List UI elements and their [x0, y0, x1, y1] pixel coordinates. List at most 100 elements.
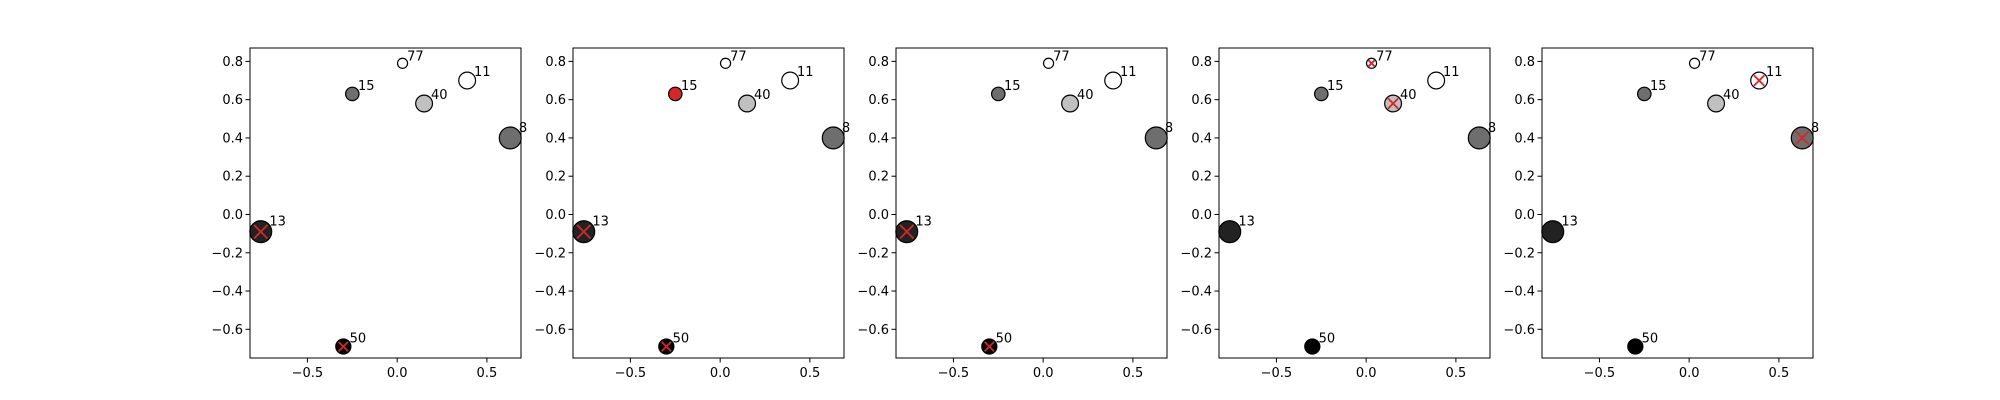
scatter-point-8	[1467, 126, 1491, 150]
y-tick-label: −0.4	[1503, 285, 1535, 300]
y-tick-label: 0.8	[1514, 55, 1535, 70]
scatter-point-40	[1707, 94, 1726, 113]
point-label-13: 13	[269, 215, 286, 230]
scatter-point-11	[458, 71, 477, 90]
point-label-50: 50	[350, 331, 367, 346]
scatter-point-11	[1427, 71, 1446, 90]
scatter-point-15	[344, 86, 360, 102]
x-tick-label: −0.5	[1261, 366, 1293, 381]
y-tick-label: 0.8	[868, 55, 889, 70]
point-label-15: 15	[1327, 79, 1344, 94]
point-label-11: 11	[797, 65, 814, 80]
x-marker-13	[899, 224, 915, 240]
x-tick-label: −0.5	[938, 366, 970, 381]
axes-frame	[1218, 47, 1491, 359]
point-label-40: 40	[1400, 88, 1417, 103]
point-label-77: 77	[407, 50, 424, 65]
point-label-15: 15	[681, 79, 698, 94]
point-label-8: 8	[1488, 121, 1496, 136]
point-label-13: 13	[915, 215, 932, 230]
point-label-77: 77	[730, 50, 747, 65]
scatter-point-77	[719, 57, 732, 69]
y-tick-label: 0.8	[222, 55, 243, 70]
point-label-50: 50	[673, 331, 690, 346]
y-tick-label: 0.2	[1514, 170, 1535, 185]
y-tick-label: 0.2	[868, 170, 889, 185]
point-label-11: 11	[1120, 65, 1137, 80]
scatter-panel-2: −0.5 0.0 0.5 −0.6 −0.4 −0.2 0.0 0.2 0.4 0.6 0.8 77 1…	[534, 47, 850, 381]
scatter-point-8	[498, 126, 522, 150]
x-tick-label: 0.0	[1033, 366, 1054, 381]
scatter-point-77	[1042, 57, 1055, 69]
y-tick-label: 0.6	[222, 93, 243, 108]
point-label-77: 77	[1053, 50, 1070, 65]
y-tick-label: 0.0	[545, 208, 566, 223]
y-tick-label: −0.2	[1180, 246, 1212, 261]
x-tick-label: 0.5	[800, 366, 821, 381]
y-tick-label: −0.6	[211, 323, 243, 338]
y-tick-label: −0.6	[1503, 323, 1535, 338]
point-label-50: 50	[996, 331, 1013, 346]
point-label-77: 77	[1376, 50, 1393, 65]
point-label-13: 13	[592, 215, 609, 230]
scatter-panel-5: −0.5 0.0 0.5 −0.6 −0.4 −0.2 0.0 0.2 0.4 0.6 0.8 77 1…	[1503, 47, 1819, 381]
y-tick-label: 0.4	[545, 131, 566, 146]
scatter-point-8	[1144, 126, 1168, 150]
point-label-40: 40	[1077, 88, 1094, 103]
y-tick-label: −0.6	[1180, 323, 1212, 338]
y-tick-label: 0.8	[545, 55, 566, 70]
axes-frame	[895, 47, 1168, 359]
x-tick-label: 0.0	[1356, 366, 1377, 381]
x-tick-label: 0.0	[387, 366, 408, 381]
y-tick-label: 0.2	[545, 170, 566, 185]
scatter-panel-1: −0.5 0.0 0.5 −0.6 −0.4 −0.2 0.0 0.2 0.4 0.6 0.8 77 1…	[211, 47, 527, 381]
x-tick-label: −0.5	[1584, 366, 1616, 381]
point-label-11: 11	[1766, 65, 1783, 80]
y-tick-label: 0.4	[1191, 131, 1212, 146]
y-tick-label: 0.6	[1191, 93, 1212, 108]
y-tick-label: −0.2	[1503, 246, 1535, 261]
scatter-point-40	[1061, 94, 1080, 113]
point-label-13: 13	[1238, 215, 1255, 230]
y-tick-label: −0.6	[534, 323, 566, 338]
scatter-point-15	[1313, 86, 1329, 102]
x-tick-label: 0.5	[1446, 366, 1467, 381]
x-marker-8	[1794, 130, 1810, 146]
y-tick-label: −0.4	[1180, 285, 1212, 300]
axes-frame	[572, 47, 845, 359]
y-tick-label: 0.6	[1514, 93, 1535, 108]
point-label-11: 11	[1443, 65, 1460, 80]
x-tick-label: 0.5	[1123, 366, 1144, 381]
x-tick-label: −0.5	[615, 366, 647, 381]
scatter-point-77	[396, 57, 409, 69]
axes-frame	[249, 47, 522, 359]
y-tick-label: 0.2	[1191, 170, 1212, 185]
x-marker-77	[1367, 59, 1376, 68]
y-tick-label: 0.6	[545, 93, 566, 108]
y-tick-label: −0.4	[534, 285, 566, 300]
scatter-point-11	[781, 71, 800, 90]
y-tick-label: 0.4	[868, 131, 889, 146]
scatter-point-77	[1688, 57, 1701, 69]
y-tick-label: −0.4	[857, 285, 889, 300]
scatter-point-50	[1304, 338, 1321, 355]
point-label-13: 13	[1561, 215, 1578, 230]
scatter-panel-4: −0.5 0.0 0.5 −0.6 −0.4 −0.2 0.0 0.2 0.4 0.6 0.8 77 1…	[1180, 47, 1496, 381]
scatter-point-8	[821, 126, 845, 150]
x-tick-label: 0.0	[1679, 366, 1700, 381]
point-label-15: 15	[1004, 79, 1021, 94]
point-label-8: 8	[519, 121, 527, 136]
y-tick-label: 0.0	[222, 208, 243, 223]
x-marker-13	[253, 224, 269, 240]
y-tick-label: −0.2	[857, 246, 889, 261]
scatter-point-40	[738, 94, 757, 113]
y-tick-label: −0.2	[534, 246, 566, 261]
point-label-8: 8	[1811, 121, 1819, 136]
y-tick-label: 0.6	[868, 93, 889, 108]
point-label-77: 77	[1699, 50, 1716, 65]
y-tick-label: 0.4	[222, 131, 243, 146]
point-label-8: 8	[1165, 121, 1173, 136]
point-label-40: 40	[754, 88, 771, 103]
scatter-point-40	[415, 94, 434, 113]
y-tick-label: −0.4	[211, 285, 243, 300]
